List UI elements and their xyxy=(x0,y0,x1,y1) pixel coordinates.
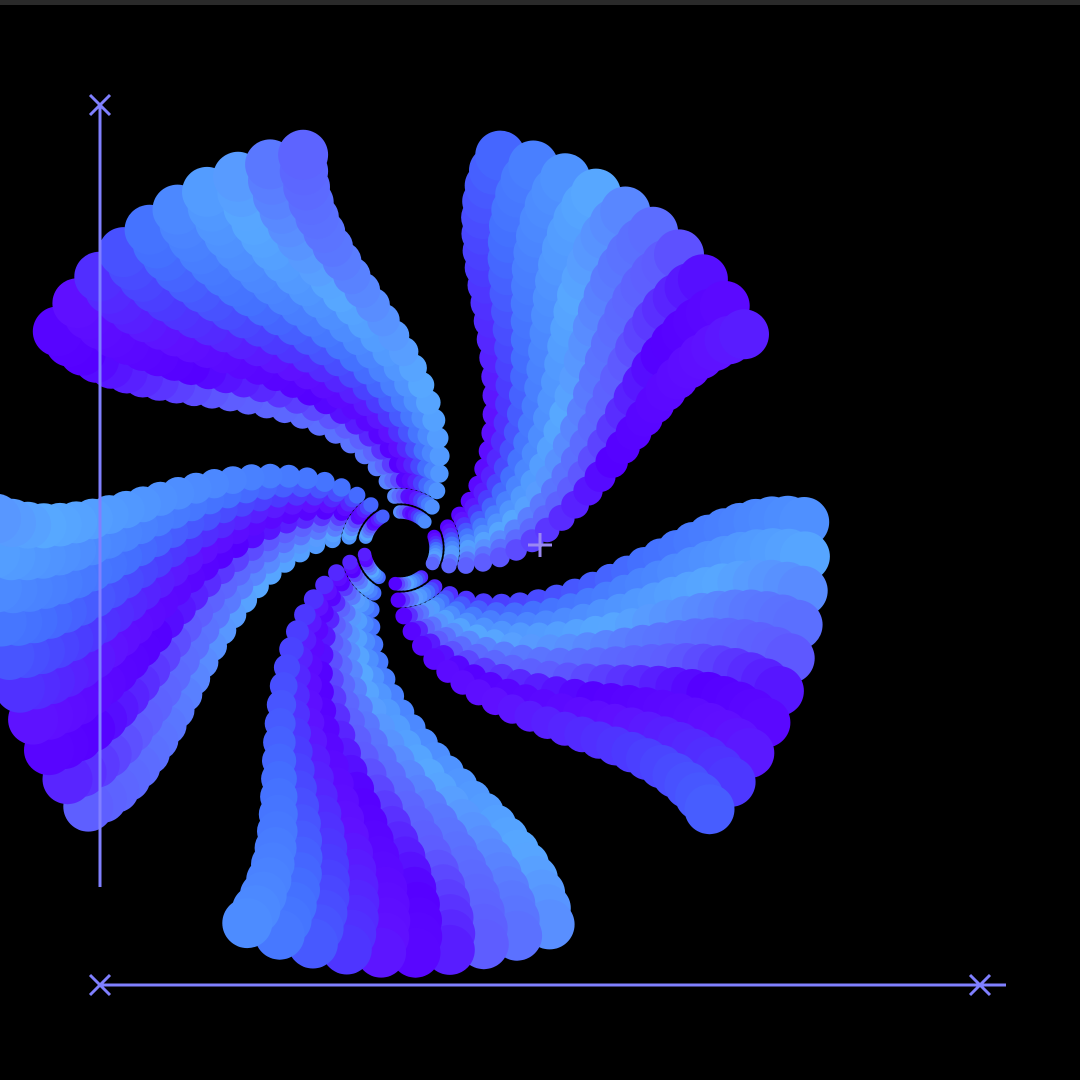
spiral-circle xyxy=(412,635,432,656)
spiral-circle xyxy=(426,427,449,449)
spiral-circle xyxy=(441,558,457,574)
spiral-circle xyxy=(332,478,351,497)
spiral-circle xyxy=(315,575,334,595)
horizontal-axis-left-cross-icon xyxy=(88,973,112,997)
spiral-circle xyxy=(357,547,372,562)
spiral-circle xyxy=(418,515,432,529)
spiral-circle xyxy=(428,482,446,500)
spiral-circle xyxy=(0,494,22,544)
spiral-circle xyxy=(429,446,450,466)
spiral-circle xyxy=(489,547,510,568)
spiral-circle xyxy=(430,464,449,483)
spiral-circle xyxy=(296,467,318,490)
spiral-circle xyxy=(303,589,324,610)
spiral-circle xyxy=(390,592,406,608)
spiral-circle xyxy=(395,607,413,625)
spiral-circle xyxy=(348,486,366,504)
spiral-circle xyxy=(257,463,283,489)
spiral-circle xyxy=(473,553,493,572)
spiral-circle xyxy=(402,622,421,641)
spiral-circle xyxy=(719,309,769,360)
spiral-circle xyxy=(277,464,301,488)
spiral-circle xyxy=(342,554,358,570)
spiral-circle xyxy=(388,576,403,591)
horizontal-axis-right-cross-icon xyxy=(968,973,992,997)
spiral-circle xyxy=(424,499,440,515)
spiral-circle xyxy=(457,557,475,574)
spiral-circle xyxy=(278,129,329,180)
spiral-circle xyxy=(222,898,273,949)
spiral-circle xyxy=(376,509,390,524)
top-bar xyxy=(0,0,1080,5)
vertical-axis-top-cross-icon xyxy=(88,93,112,117)
spiral-circle xyxy=(684,784,735,835)
spiral-flower xyxy=(0,129,830,978)
spiral-circle xyxy=(363,497,379,513)
spiral-circle xyxy=(425,556,440,571)
spiral-circle xyxy=(294,604,316,626)
center-plus-icon xyxy=(528,533,552,557)
spiral-circle xyxy=(314,471,335,492)
spiral-circle xyxy=(328,564,345,581)
